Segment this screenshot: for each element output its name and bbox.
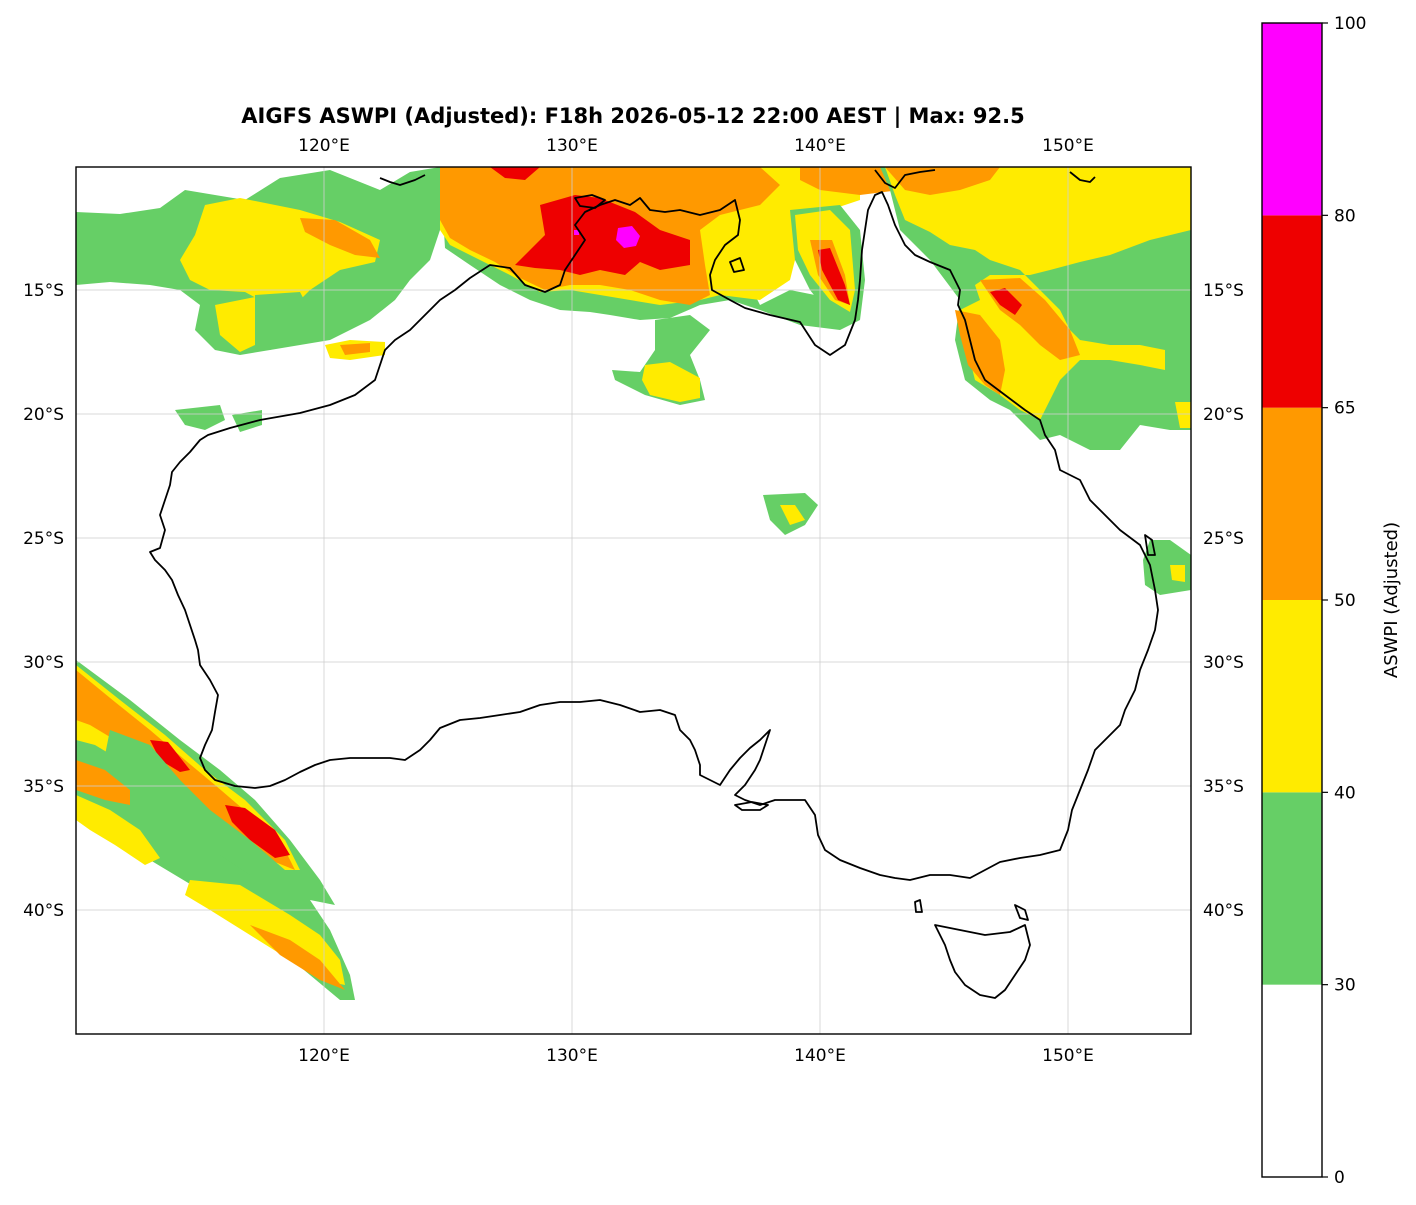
aswpi-field xyxy=(76,167,1191,1000)
aswpi-region-orange xyxy=(76,760,130,805)
colorbar: 0 30 40 50 65 80 100 ASWPI (Adjusted) xyxy=(1261,14,1402,1188)
kangaroo-island-coastline xyxy=(734,801,769,811)
aswpi-region-red xyxy=(818,248,850,305)
aswpi-region-orange xyxy=(300,218,380,258)
lat-tick-label: 20°S xyxy=(23,405,64,425)
colorbar-tick-label: 0 xyxy=(1334,1168,1345,1188)
aswpi-region-red xyxy=(515,195,690,275)
australia-coastline xyxy=(149,191,1159,881)
lat-tick-labels-right: 15°S 20°S 25°S 30°S 35°S 40°S xyxy=(1203,281,1244,921)
fraser-island-coastline xyxy=(1144,534,1156,556)
colorbar-tick-label: 65 xyxy=(1334,399,1356,419)
aswpi-region-green xyxy=(175,405,225,430)
torres-islands-coastline xyxy=(1069,171,1096,183)
gridlines xyxy=(76,167,1191,1034)
lon-tick-label: 120°E xyxy=(298,136,350,156)
flinders-island-coastline xyxy=(1014,904,1029,921)
aswpi-region-magenta xyxy=(616,226,640,248)
colorbar-bin xyxy=(1262,215,1322,408)
aswpi-region-yellow xyxy=(642,362,700,402)
lon-tick-label: 130°E xyxy=(546,136,598,156)
lat-tick-label: 40°S xyxy=(1203,901,1244,921)
timor-coastline xyxy=(379,174,426,186)
aswpi-region-green xyxy=(105,730,300,890)
king-island-coastline xyxy=(914,899,923,913)
map-title: AIGFS ASWPI (Adjusted): F18h 2026-05-12 … xyxy=(241,104,1024,129)
colorbar-bin xyxy=(1262,984,1322,1177)
colorbar-ticks: 0 30 40 50 65 80 100 xyxy=(1322,14,1366,1188)
colorbar-label: ASWPI (Adjusted) xyxy=(1381,522,1402,678)
aswpi-region-yellow xyxy=(1175,402,1191,428)
lat-tick-label: 30°S xyxy=(23,653,64,673)
lat-tick-label: 15°S xyxy=(1203,281,1244,301)
lon-tick-label: 150°E xyxy=(1042,136,1094,156)
lat-tick-label: 15°S xyxy=(23,281,64,301)
lat-tick-label: 25°S xyxy=(23,529,64,549)
colorbar-tick-label: 50 xyxy=(1334,591,1356,611)
colorbar-tick-label: 100 xyxy=(1334,14,1366,34)
colorbar-tick-label: 30 xyxy=(1334,976,1356,996)
lon-tick-label: 130°E xyxy=(546,1046,598,1066)
aswpi-region-yellow xyxy=(76,795,160,865)
lon-tick-labels-top: 120°E 130°E 140°E 150°E xyxy=(298,136,1094,156)
aswpi-region-green xyxy=(232,410,262,432)
lat-tick-label: 35°S xyxy=(23,777,64,797)
aswpi-region-magenta xyxy=(574,230,579,235)
aswpi-region-red xyxy=(490,167,540,180)
colorbar-bin xyxy=(1262,600,1322,793)
aswpi-region-red xyxy=(990,288,1022,315)
aswpi-region-green xyxy=(255,292,320,350)
aswpi-region-red xyxy=(150,740,190,772)
lat-tick-label: 35°S xyxy=(1203,777,1244,797)
colorbar-tick-label: 40 xyxy=(1334,783,1356,803)
colorbar-bin xyxy=(1262,407,1322,600)
lat-tick-label: 30°S xyxy=(1203,653,1244,673)
lon-tick-label: 150°E xyxy=(1042,1046,1094,1066)
aswpi-region-yellow xyxy=(780,505,805,525)
map-frame xyxy=(75,166,1192,1035)
aswpi-region-orange xyxy=(340,343,370,355)
lon-tick-label: 140°E xyxy=(794,136,846,156)
lat-tick-label: 40°S xyxy=(23,901,64,921)
aswpi-region-yellow xyxy=(885,167,1191,420)
tasmania-coastline xyxy=(934,924,1031,999)
lat-tick-label: 20°S xyxy=(1203,405,1244,425)
lon-tick-label: 120°E xyxy=(298,1046,350,1066)
melville-island-coastline xyxy=(574,194,606,209)
colorbar-bins xyxy=(1262,23,1322,1177)
colorbar-bin xyxy=(1262,792,1322,985)
lat-tick-labels-left: 15°S 20°S 25°S 30°S 35°S 40°S xyxy=(23,281,64,921)
coastline xyxy=(149,169,1159,999)
new-guinea-coastline xyxy=(874,169,936,189)
aswpi-region-yellow xyxy=(1170,565,1185,582)
colorbar-bin xyxy=(1262,23,1322,216)
groote-eylandt-coastline xyxy=(729,257,745,273)
aswpi-region-red xyxy=(225,805,290,858)
lon-tick-labels-bottom: 120°E 130°E 140°E 150°E xyxy=(298,1046,1094,1066)
aswpi-region-orange xyxy=(250,925,345,990)
lat-tick-label: 25°S xyxy=(1203,529,1244,549)
colorbar-tick-label: 80 xyxy=(1334,206,1356,226)
map-panel xyxy=(75,166,1192,1035)
lon-tick-label: 140°E xyxy=(794,1046,846,1066)
